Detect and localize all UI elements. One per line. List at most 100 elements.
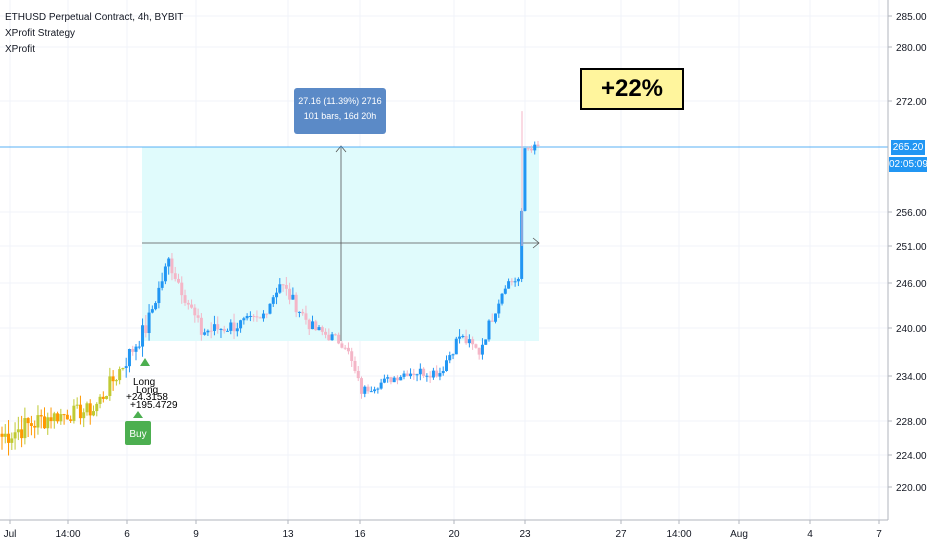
candle: [431, 370, 435, 378]
candle: [513, 281, 517, 283]
candle: [59, 414, 63, 422]
candle: [101, 396, 105, 399]
measure-arrow-head: [532, 237, 540, 249]
profit-value-1: +24.3158: [126, 392, 168, 403]
candle: [3, 433, 7, 437]
candle: [451, 354, 455, 356]
price-tick-label: 224.00: [896, 451, 927, 462]
candle: [288, 288, 292, 300]
candle: [190, 304, 194, 308]
candle: [111, 376, 115, 382]
candle: [0, 433, 4, 437]
buy-signal-arrow: [133, 411, 143, 418]
candle: [26, 418, 30, 424]
strategy-label[interactable]: XProfit Strategy: [5, 28, 76, 39]
candle: [46, 417, 50, 429]
candle: [480, 344, 484, 355]
candle: [265, 313, 269, 315]
time-tick-label: 16: [354, 529, 366, 540]
candle: [281, 284, 285, 286]
candle: [20, 429, 24, 439]
candle: [141, 325, 145, 347]
candle: [418, 368, 422, 375]
candle: [147, 312, 151, 334]
candle: [412, 373, 416, 376]
candle: [196, 315, 200, 318]
time-tick-label: 14:00: [55, 529, 80, 540]
candle: [7, 433, 11, 443]
measure-change: 27.16 (11.39%) 2716: [298, 96, 382, 106]
candle: [92, 411, 96, 416]
candle: [252, 315, 256, 317]
candle: [88, 403, 92, 416]
candle: [124, 366, 128, 369]
long-label-2: Long: [136, 385, 159, 396]
candle: [36, 415, 40, 428]
candle: [301, 311, 305, 314]
candle: [245, 315, 249, 319]
bar-countdown-tag: 02:05:09: [889, 157, 928, 172]
candle: [373, 389, 377, 392]
profit-value-2: +195.4729: [130, 400, 178, 411]
candle: [379, 382, 383, 389]
candle: [98, 396, 102, 404]
candle: [454, 338, 458, 355]
candle: [324, 331, 328, 335]
candle: [422, 368, 426, 377]
price-tick-label: 220.00: [896, 483, 927, 494]
candle: [533, 144, 537, 151]
candle: [494, 313, 498, 322]
candle: [95, 403, 99, 412]
candle: [405, 373, 409, 377]
candle: [69, 419, 73, 421]
candle: [500, 293, 504, 304]
candle: [477, 347, 481, 355]
candle: [65, 414, 69, 420]
candle: [395, 377, 399, 381]
price-tick-label: 246.00: [896, 279, 927, 290]
candle: [507, 281, 511, 289]
candle: [291, 294, 295, 300]
time-tick-label: 4: [807, 529, 813, 540]
candle: [320, 327, 324, 332]
candle: [356, 371, 360, 379]
indicator-label[interactable]: XProfit: [5, 44, 36, 55]
time-tick-label: 23: [519, 529, 531, 540]
price-tick-label: 285.00: [896, 12, 927, 23]
candle: [503, 288, 507, 294]
candle: [242, 318, 246, 321]
buy-signal-label[interactable]: Buy: [125, 421, 151, 445]
time-tick-label: 14:00: [666, 529, 691, 540]
candle: [10, 438, 14, 443]
candle: [232, 322, 236, 332]
long-label-1: Long: [133, 377, 156, 388]
candle: [137, 346, 141, 348]
candle: [235, 328, 239, 332]
current-price-tag: 265.20: [891, 140, 925, 155]
candle: [275, 292, 279, 298]
price-tick-label: 251.00: [896, 242, 927, 253]
candle: [203, 332, 207, 335]
candle: [360, 378, 364, 394]
candle: [216, 324, 220, 330]
candle: [444, 360, 448, 372]
candle: [441, 371, 445, 374]
candle: [350, 351, 354, 361]
candle: [307, 319, 311, 330]
candle: [176, 278, 180, 283]
candle: [399, 376, 403, 381]
candle: [167, 258, 171, 267]
time-tick-label: 9: [193, 529, 199, 540]
candle: [114, 380, 118, 382]
candle: [516, 278, 520, 282]
candle: [239, 320, 243, 329]
candle: [526, 148, 530, 150]
candle: [337, 334, 341, 344]
candle: [226, 330, 230, 332]
candle: [497, 303, 501, 314]
price-tick-label: 272.00: [896, 97, 927, 108]
candle: [261, 313, 265, 319]
candle: [108, 376, 112, 396]
